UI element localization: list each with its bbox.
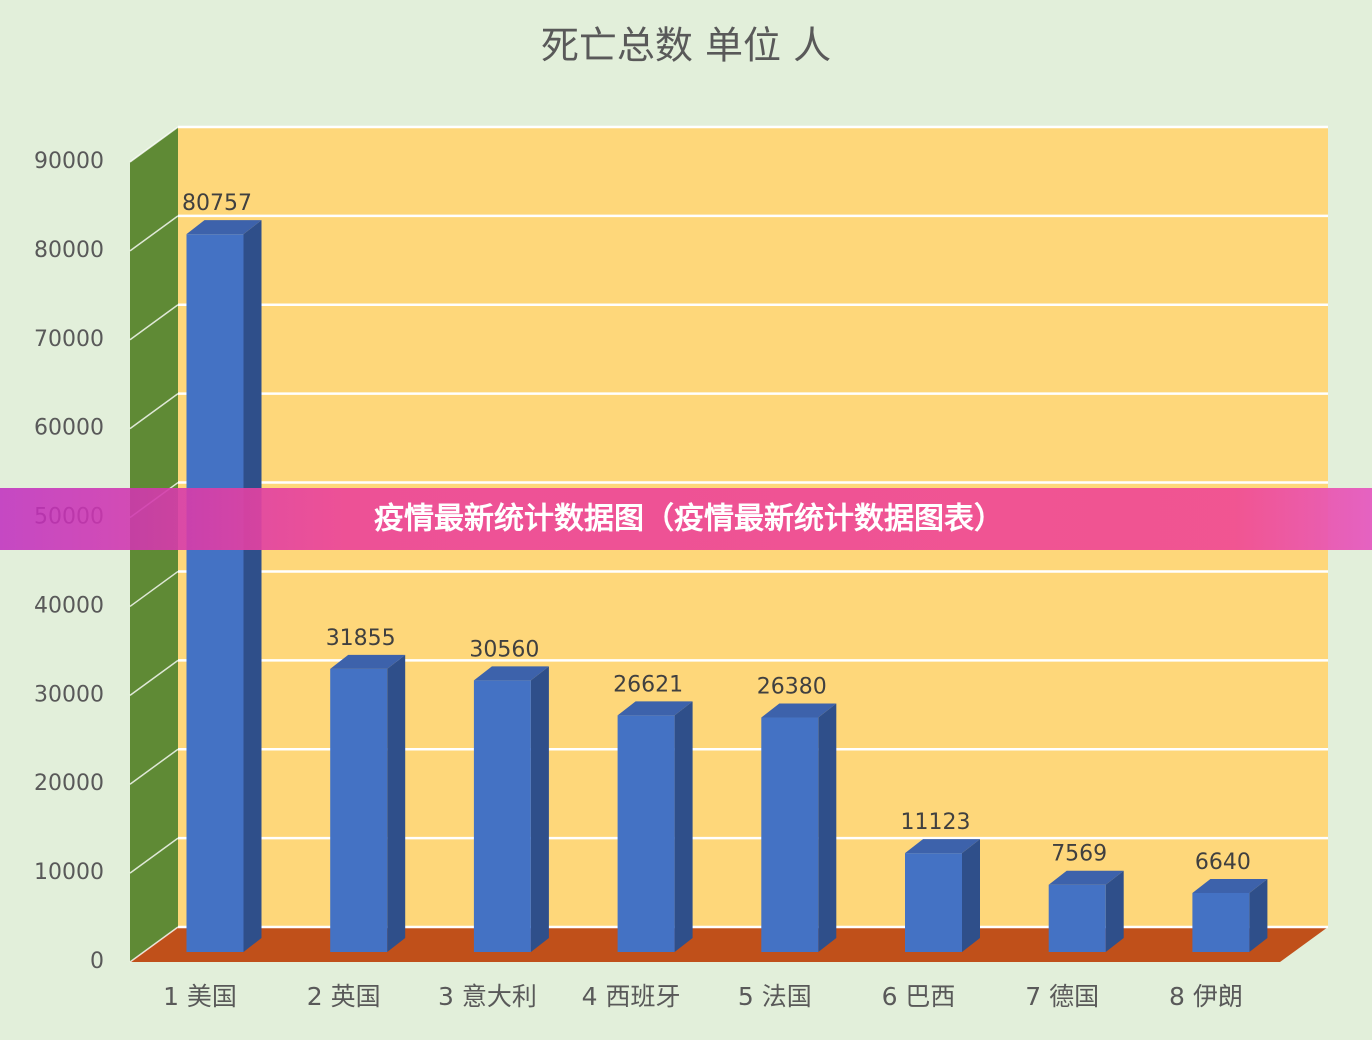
banner-text: 疫情最新统计数据图（疫情最新统计数据图表） [374,502,1004,537]
x-tick-label: 6 巴西 [882,982,956,1011]
bar-top [617,701,693,716]
bar [617,715,675,952]
x-tick-label: 4 西班牙 [582,982,681,1011]
data-label: 7569 [1051,842,1107,867]
data-label: 80757 [182,191,252,216]
data-label: 31855 [326,626,396,651]
x-tick-label: 7 德国 [1025,982,1099,1011]
data-label: 11123 [901,810,971,835]
bar-top [330,654,406,669]
bar [473,680,531,952]
data-label: 26380 [757,675,827,700]
bar-side [962,839,980,952]
bar-top [1048,870,1124,885]
bar [905,853,962,952]
bar-side [1249,878,1268,952]
grid-line [129,659,179,696]
banner: 疫情最新统计数据图（疫情最新统计数据图表） [0,488,1372,550]
y-tick-label: 30000 [34,682,104,707]
bar-side [387,654,406,952]
grid-line [129,304,179,341]
y-tick-label: 20000 [34,771,104,796]
y-tick-label: 70000 [34,327,104,352]
grid-line [129,215,179,252]
x-tick-label: 2 英国 [307,982,381,1011]
y-tick-label: 60000 [34,416,104,441]
grid-line [129,393,179,430]
grid-line [129,837,179,874]
bar-side [674,701,693,952]
data-label: 26621 [613,672,683,697]
bar [330,668,388,952]
x-tick-label: 3 意大利 [438,982,537,1011]
grid-line [129,570,179,608]
bar-side [530,666,549,952]
bar-side [243,220,262,952]
floor [130,927,1328,962]
bar-side [818,703,837,952]
grid-line [129,926,179,963]
bar-top [473,666,549,681]
y-tick-label: 80000 [34,238,104,263]
data-label: 6640 [1195,850,1251,875]
x-tick-label: 5 法国 [738,982,812,1011]
grid-line [129,748,179,785]
bar-top [905,839,980,854]
bar [186,234,244,952]
x-tick-label: 8 伊朗 [1169,982,1243,1011]
y-tick-label: 90000 [34,149,104,174]
data-label: 30560 [469,637,539,662]
grid-line [129,126,179,163]
bar [1048,884,1106,952]
bar-side [1105,870,1124,952]
x-tick-label: 1 美国 [163,982,237,1011]
bar [1192,892,1250,952]
y-tick-label: 0 [90,949,104,974]
bar [761,717,819,952]
banner-band [0,488,1372,550]
chart-title: 死亡总数 单位 人 [541,24,831,68]
y-tick-label: 40000 [34,593,104,618]
bar-top [761,703,837,718]
bar-top [1192,878,1268,893]
y-tick-label: 10000 [34,860,104,885]
bar-top [186,220,262,235]
